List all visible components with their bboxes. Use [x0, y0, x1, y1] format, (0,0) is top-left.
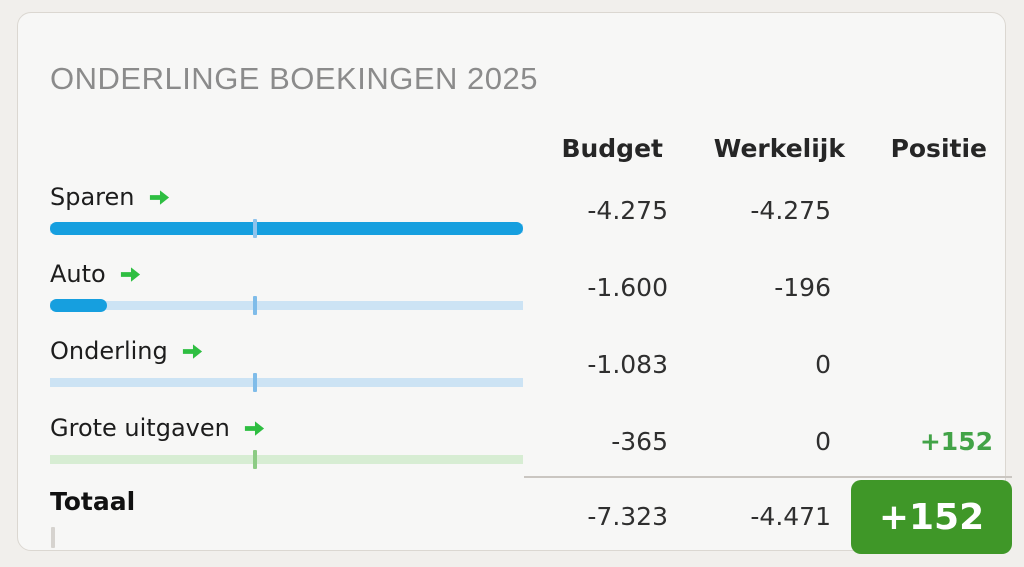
column-header-positie: Positie — [890, 134, 987, 163]
category-label: Sparen — [50, 183, 135, 211]
category-link-onderling[interactable]: Onderling — [50, 335, 204, 367]
category-label: Onderling — [50, 337, 168, 365]
positie-value — [808, 350, 993, 379]
progress-tick — [252, 450, 257, 469]
positie-value — [808, 196, 993, 225]
budget-value: -1.600 — [587, 273, 668, 302]
total-werkelijk-value: -4.471 — [750, 502, 831, 531]
budget-value: -1.083 — [587, 350, 668, 379]
progress-tick — [252, 296, 257, 315]
total-budget-value: -7.323 — [587, 502, 668, 531]
positie-value — [808, 273, 993, 302]
column-header-budget: Budget — [561, 134, 663, 163]
arrow-right-icon[interactable] — [243, 417, 266, 440]
category-link-sparen[interactable]: Sparen — [50, 181, 171, 213]
progress-track — [50, 301, 523, 310]
positie-value: +152 — [919, 427, 993, 456]
panel-title: ONDERLINGE BOEKINGEN 2025 — [50, 61, 538, 96]
progress-track — [50, 455, 523, 464]
category-label: Grote uitgaven — [50, 414, 230, 442]
category-link-grote-uitgaven[interactable]: Grote uitgaven — [50, 412, 266, 444]
budget-value: -4.275 — [587, 196, 668, 225]
total-positie-badge: +152 — [851, 480, 1012, 554]
budget-value: -365 — [611, 427, 668, 456]
progress-fill — [50, 222, 523, 235]
progress-track — [50, 378, 523, 387]
total-label: Totaal — [50, 487, 136, 516]
progress-bar-grote-uitgaven — [50, 450, 523, 469]
werkelijk-value: -4.275 — [750, 196, 831, 225]
arrow-right-icon[interactable] — [119, 263, 142, 286]
progress-bar-onderling — [50, 373, 523, 392]
progress-fill — [50, 299, 107, 312]
progress-bar-auto — [50, 296, 523, 315]
progress-tick — [252, 219, 257, 238]
category-link-auto[interactable]: Auto — [50, 258, 142, 290]
arrow-right-icon[interactable] — [148, 186, 171, 209]
total-divider — [524, 476, 1012, 478]
arrow-right-icon[interactable] — [181, 340, 204, 363]
werkelijk-value: 0 — [815, 427, 831, 456]
total-progress-tick — [51, 527, 55, 548]
progress-bar-sparen — [50, 219, 523, 238]
column-header-werkelijk: Werkelijk — [713, 134, 845, 163]
onderlinge-boekingen-panel: ONDERLINGE BOEKINGEN 2025 Budget Werkeli… — [17, 12, 1012, 554]
werkelijk-value: 0 — [815, 350, 831, 379]
werkelijk-value: -196 — [774, 273, 831, 302]
progress-tick — [252, 373, 257, 392]
category-label: Auto — [50, 260, 106, 288]
